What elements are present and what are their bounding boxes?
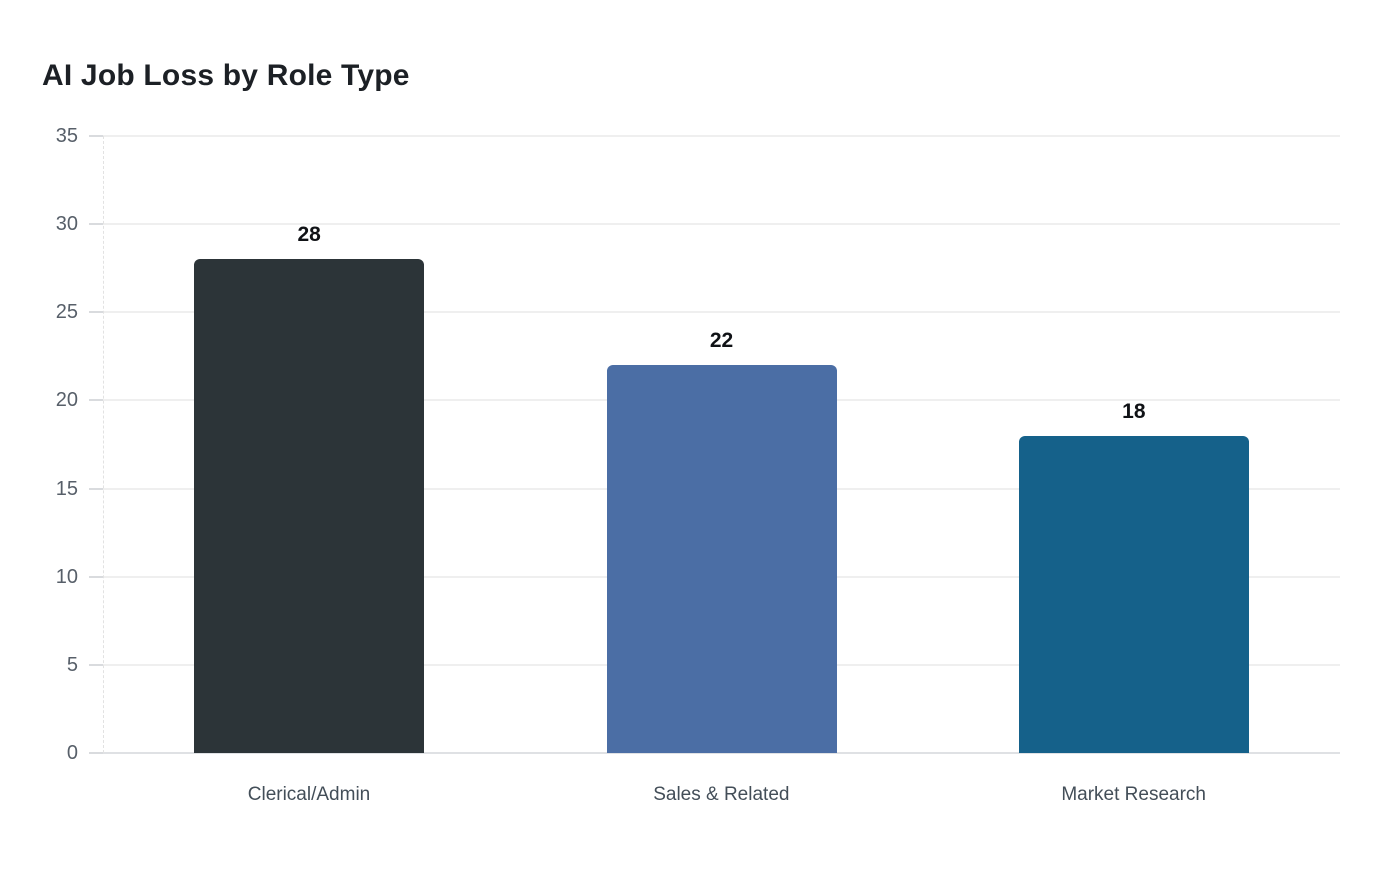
bar-group-sales-related: 22 [606,136,837,753]
y-axis-line [103,136,104,753]
y-tick-mark-35 [89,135,103,137]
bar-value-label-clerical-admin: 28 [297,223,321,247]
y-tick-label-30: 30 [55,213,78,236]
x-tick-label-clerical-admin: Clerical/Admin [247,784,371,805]
y-tick-label-20: 20 [55,389,78,412]
y-tick-label-10: 10 [55,565,78,588]
y-tick-mark-0 [89,752,103,754]
bar-group-clerical-admin: 28 [194,136,425,753]
bar-group-market-research: 18 [1018,136,1249,753]
y-tick-label-5: 5 [66,653,78,676]
bar-market-research [1018,435,1249,753]
y-tick-mark-20 [89,399,103,402]
y-tick-mark-10 [89,575,103,578]
y-tick-mark-25 [89,311,103,314]
y-tick-mark-15 [89,487,103,490]
bar-sales-related [606,365,837,753]
y-tick-mark-30 [89,223,103,226]
gridline-25 [103,311,1340,314]
y-tick-label-35: 35 [55,125,78,147]
gridline-35 [103,135,1340,137]
bar-clerical-admin [194,259,425,753]
y-tick-label-0: 0 [66,742,78,764]
bar-value-label-market-research: 18 [1122,399,1146,423]
chart-title: AI Job Loss by Role Type [42,59,410,92]
y-tick-label-15: 15 [55,477,78,500]
x-tick-label-sales-related: Sales & Related [653,784,790,805]
x-tick-label-market-research: Market Research [1061,784,1206,805]
y-tick-mark-5 [89,663,103,666]
x-axis-baseline [103,752,1340,754]
bar-value-label-sales-related: 22 [709,329,734,353]
gridline-30 [103,223,1340,226]
y-tick-label-25: 25 [55,301,78,324]
